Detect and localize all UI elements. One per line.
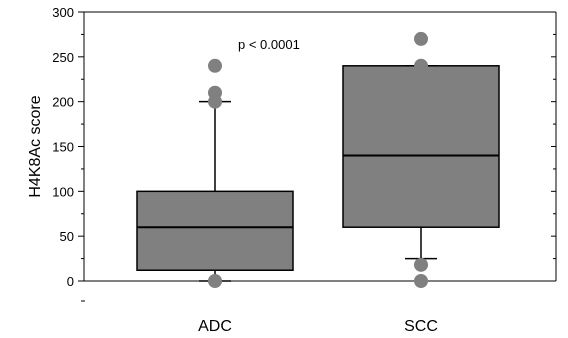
outlier-point [414, 257, 428, 272]
box-iqr [136, 190, 294, 271]
y-tick-label: 50 [60, 229, 74, 244]
x-tick-label: ADC [198, 318, 232, 335]
y-tick-label: 250 [52, 50, 74, 65]
outlier-point [414, 58, 428, 73]
outlier-point [414, 274, 428, 288]
outlier-point [414, 31, 428, 46]
box-scc [342, 31, 500, 288]
x-axis-labels: ADC SCC [198, 318, 438, 335]
outlier-point [208, 58, 222, 73]
box-iqr [342, 65, 500, 228]
outlier-point [208, 274, 222, 288]
y-axis-ticks: 0 50 100 150 200 250 300 [52, 5, 556, 289]
y-axis-title: H4K8Ac score [27, 95, 44, 197]
y-tick-label: 150 [52, 140, 74, 155]
y-tick-label: 300 [52, 5, 74, 20]
y-tick-label: 0 [67, 274, 74, 289]
p-value-annotation: p < 0.0001 [238, 37, 300, 52]
x-tick-label: SCC [404, 318, 438, 335]
box-adc [136, 58, 294, 288]
outlier-point [208, 85, 222, 100]
boxes [136, 31, 500, 288]
y-tick-label: 100 [52, 184, 74, 199]
y-tick-label: 200 [52, 95, 74, 110]
